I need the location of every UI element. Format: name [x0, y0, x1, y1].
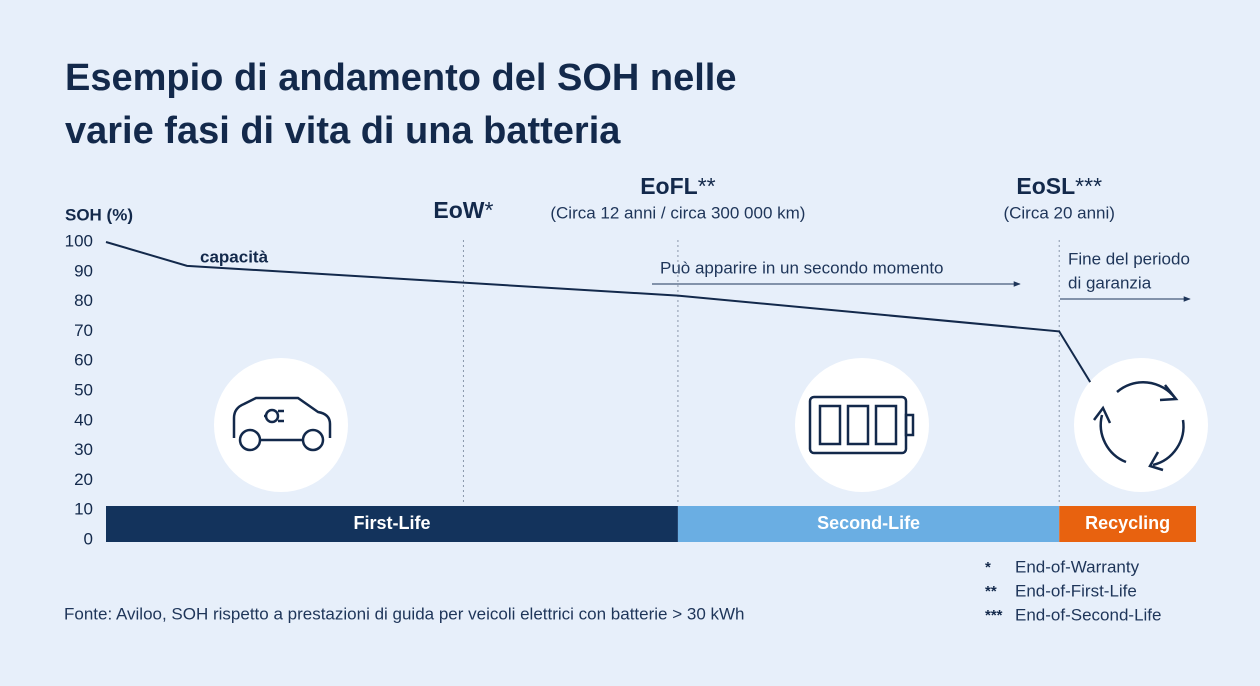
annotation: Può apparire in un secondo momento — [660, 258, 944, 277]
footnote-symbol: * — [985, 559, 991, 576]
chart-title: varie fasi di vita di una batteria — [65, 110, 621, 152]
car-icon — [214, 358, 348, 492]
y-tick-label: 0 — [84, 529, 93, 548]
marker-detail: (Circa 12 anni / circa 300 000 km) — [550, 203, 805, 222]
annotation: di garanzia — [1068, 273, 1152, 292]
y-tick-label: 100 — [65, 231, 93, 250]
y-tick-label: 80 — [74, 291, 93, 310]
y-tick-label: 70 — [74, 321, 93, 340]
marker-name: EoW — [433, 197, 484, 223]
y-tick-label: 10 — [74, 500, 93, 519]
marker-label: EoSL*** — [1016, 173, 1102, 199]
phase-bar — [106, 506, 678, 542]
y-tick-label: 60 — [74, 351, 93, 370]
marker-label: EoW* — [433, 197, 493, 223]
chart-title: Esempio di andamento del SOH nelle — [65, 57, 736, 99]
marker-name: EoFL — [640, 173, 698, 199]
marker-note: *** — [1075, 173, 1102, 199]
phase-bar — [677, 506, 1060, 542]
y-axis-label: SOH (%) — [65, 205, 133, 224]
phase-bar — [1059, 506, 1196, 542]
marker-note: * — [485, 197, 494, 223]
footnote-text: End-of-First-Life — [1015, 581, 1137, 600]
y-tick-label: 90 — [74, 261, 93, 280]
phase-label: First-Life — [353, 513, 430, 533]
y-tick-label: 50 — [74, 380, 93, 399]
marker-detail: (Circa 20 anni) — [1003, 203, 1115, 222]
recycle-icon — [1074, 358, 1208, 492]
marker-label: EoFL** — [640, 173, 715, 199]
series-label: capacità — [200, 247, 269, 266]
footnote-text: End-of-Warranty — [1015, 557, 1140, 576]
footnote-symbol: *** — [985, 607, 1003, 624]
footnote-text: End-of-Second-Life — [1015, 605, 1161, 624]
footnote-symbol: ** — [985, 583, 997, 600]
marker-note: ** — [698, 173, 716, 199]
y-tick-label: 30 — [74, 440, 93, 459]
line — [105, 241, 1092, 383]
marker-name: EoSL — [1016, 173, 1075, 199]
phase-label: Second-Life — [817, 513, 920, 533]
phase-label: Recycling — [1085, 513, 1170, 533]
source: Fonte: Aviloo, SOH rispetto a prestazion… — [64, 604, 745, 623]
battery-icon — [795, 358, 929, 492]
y-tick-label: 40 — [74, 410, 93, 429]
y-tick-label: 20 — [74, 470, 93, 489]
annotation: Fine del periodo — [1068, 249, 1190, 268]
